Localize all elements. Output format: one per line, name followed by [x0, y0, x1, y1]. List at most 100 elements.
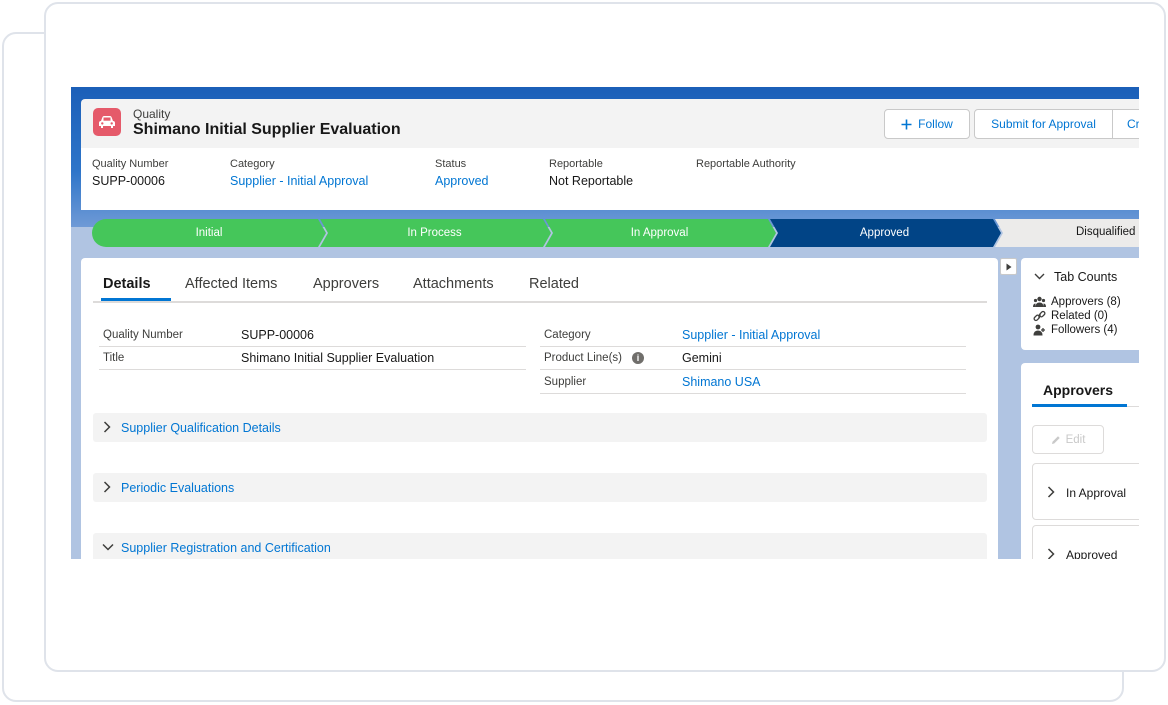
highlight-category: Category Supplier - Initial Approval: [230, 158, 368, 188]
chevron-down-icon: [102, 543, 114, 551]
status-path: Initial In Process In Approval Approved …: [92, 219, 1139, 247]
section-label: Supplier Qualification Details: [121, 421, 281, 435]
tab-details[interactable]: Details: [103, 276, 151, 292]
tab-counts-card: Tab Counts Approvers (8) Related (0): [1021, 258, 1139, 350]
plus-icon: [901, 119, 912, 129]
chevron-right-icon: [1047, 486, 1055, 498]
path-stage-shape: [770, 219, 1001, 247]
pencil-icon: [1051, 435, 1060, 444]
field-label: Reportable: [549, 158, 603, 170]
section-label: Supplier Registration and Certification: [121, 541, 331, 555]
path-stage-in-approval[interactable]: In Approval: [543, 219, 776, 247]
record-header: Quality Shimano Initial Supplier Evaluat…: [81, 99, 1139, 210]
category-link[interactable]: Supplier - Initial Approval: [230, 174, 369, 188]
path-stage-shape: [92, 219, 326, 247]
path-stage-label: Initial: [195, 227, 223, 239]
highlight-status: Status Approved: [435, 158, 489, 188]
submit-for-approval-button[interactable]: Submit for Approval: [974, 109, 1113, 139]
tab-count-label: Approvers (8): [1051, 296, 1121, 308]
field-label: Title: [103, 352, 125, 364]
record-header-top: Quality Shimano Initial Supplier Evaluat…: [81, 99, 1139, 148]
record-title: Shimano Initial Supplier Evaluation: [133, 121, 401, 138]
path-stage-label: Approved: [859, 227, 910, 239]
follower-icon: [1033, 324, 1045, 336]
car-icon: [93, 108, 121, 136]
field-value: SUPP-00006: [92, 174, 165, 188]
record-tabs: Details Affected Items Approvers Attachm…: [93, 258, 987, 303]
users-icon: [1033, 296, 1046, 307]
section-label: Periodic Evaluations: [121, 481, 235, 495]
highlight-quality-number: Quality Number SUPP-00006: [92, 158, 168, 188]
field-value: SUPP-00006: [241, 328, 314, 342]
tab-count-approvers[interactable]: Approvers (8): [1033, 296, 1121, 308]
path-stage-in-process[interactable]: In Process: [318, 219, 551, 247]
field-label: Status: [435, 158, 467, 170]
link-icon: [1033, 310, 1046, 322]
chevron-right-icon: [103, 421, 111, 433]
path-stage-disqualified[interactable]: Disqualified: [993, 219, 1139, 247]
field-supplier: Supplier Shimano USA: [540, 371, 966, 394]
section-periodic-evaluations[interactable]: Periodic Evaluations: [93, 473, 987, 502]
tab-counts-title: Tab Counts: [1054, 270, 1118, 284]
field-value: Shimano Initial Supplier Evaluation: [241, 351, 435, 365]
tab-count-followers[interactable]: Followers (4): [1033, 324, 1117, 336]
tab-attachments[interactable]: Attachments: [413, 276, 494, 292]
field-label: Quality Number: [103, 329, 183, 341]
info-icon[interactable]: i: [632, 352, 644, 364]
chevron-down-icon[interactable]: [1034, 273, 1045, 280]
tab-count-label: Related (0): [1051, 310, 1108, 322]
chevron-right-icon: [1047, 548, 1055, 559]
field-label: Supplier: [544, 376, 587, 388]
highlights-panel: Quality Number SUPP-00006 Category Suppl…: [81, 148, 1139, 210]
tab-count-related[interactable]: Related (0): [1033, 310, 1108, 322]
path-stage-approved[interactable]: Approved: [768, 219, 1001, 247]
field-label: Category: [230, 158, 275, 170]
path-stage-shape: [995, 219, 1139, 247]
caret-right-icon: [1006, 263, 1011, 270]
path-stage-shape: [545, 219, 776, 247]
tab-related[interactable]: Related: [529, 276, 579, 292]
active-tab-indicator: [1032, 404, 1127, 407]
supplier-link[interactable]: Shimano USA: [682, 375, 761, 389]
approvers-panel-title[interactable]: Approvers: [1043, 382, 1114, 398]
path-stage-label: In Approval: [630, 227, 689, 239]
field-title: Title Shimano Initial Supplier Evaluatio…: [99, 347, 526, 370]
field-label: Category: [544, 329, 591, 341]
app-window: Quality Shimano Initial Supplier Evaluat…: [71, 87, 1139, 559]
field-value: Gemini: [682, 351, 722, 365]
tab-approvers[interactable]: Approvers: [313, 276, 380, 292]
edit-button-label: Edit: [1065, 433, 1086, 446]
path-stage-shape: [320, 219, 551, 247]
highlight-reportable-authority: Reportable Authority: [696, 158, 796, 174]
field-label: Quality Number: [92, 158, 169, 170]
approver-group-approved[interactable]: Approved: [1032, 525, 1139, 559]
edit-button[interactable]: Edit: [1032, 425, 1104, 454]
category-link[interactable]: Supplier - Initial Approval: [682, 328, 821, 342]
approvers-panel: Approvers Edit In Approval Approved: [1021, 363, 1139, 559]
field-quality-number: Quality Number SUPP-00006: [99, 324, 526, 347]
field-product-lines: Product Line(s) i Gemini: [540, 347, 966, 370]
approver-group-label: Approved: [1066, 548, 1118, 559]
object-type-label: Quality: [133, 107, 171, 121]
path-stage-label: In Process: [407, 227, 462, 239]
header-action-buttons: Follow Submit for Approval Cr: [884, 109, 1139, 139]
tab-affected-items[interactable]: Affected Items: [185, 276, 278, 292]
field-label: Product Line(s): [544, 352, 622, 364]
tab-count-label: Followers (4): [1051, 324, 1118, 336]
follow-button[interactable]: Follow: [884, 109, 970, 139]
section-supplier-registration-certification[interactable]: Supplier Registration and Certification: [93, 533, 987, 559]
field-label: Reportable Authority: [696, 158, 796, 170]
details-card: Details Affected Items Approvers Attachm…: [81, 258, 998, 559]
approver-group-in-approval[interactable]: In Approval: [1032, 463, 1139, 520]
approver-group-label: In Approval: [1066, 486, 1127, 500]
follow-button-label: Follow: [918, 117, 953, 131]
field-category: Category Supplier - Initial Approval: [540, 324, 966, 347]
submit-button-label: Submit for Approval: [991, 117, 1096, 131]
status-link[interactable]: Approved: [435, 174, 489, 188]
section-supplier-qualification-details[interactable]: Supplier Qualification Details: [93, 413, 987, 442]
collapse-rail-button[interactable]: [1000, 258, 1017, 275]
more-actions-button[interactable]: Cr: [1113, 109, 1139, 139]
more-actions-label: Cr: [1127, 117, 1139, 131]
path-stage-initial[interactable]: Initial: [92, 219, 326, 247]
field-value: Not Reportable: [549, 174, 634, 188]
